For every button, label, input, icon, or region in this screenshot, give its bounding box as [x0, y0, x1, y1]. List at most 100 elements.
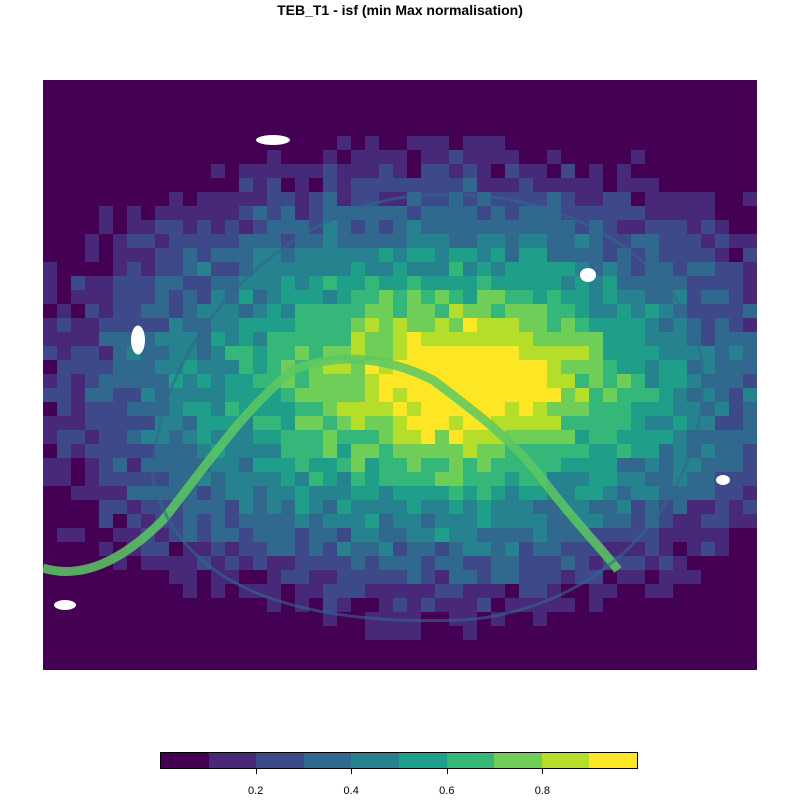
map-cell	[463, 430, 479, 448]
map-cell	[43, 444, 59, 459]
map-cell	[701, 570, 718, 586]
map-cell	[183, 80, 201, 98]
map-cell	[561, 640, 576, 657]
map-cell	[225, 626, 241, 644]
map-cell	[519, 276, 537, 292]
map-cell	[57, 360, 71, 375]
map-cell	[729, 472, 743, 488]
map-cell	[547, 472, 565, 486]
map-cell	[71, 374, 89, 388]
map-cell	[295, 528, 309, 543]
map-cell	[463, 360, 481, 375]
map-cell	[729, 598, 744, 613]
map-cell	[393, 640, 408, 657]
map-cell	[561, 444, 579, 459]
map-cell	[561, 332, 576, 349]
map-cell	[575, 654, 593, 670]
map-cell	[617, 626, 634, 640]
map-cell	[687, 360, 701, 375]
map-cell	[701, 654, 718, 668]
map-cell	[197, 416, 215, 432]
map-cell	[309, 458, 326, 472]
map-cell	[197, 248, 211, 265]
map-cell	[603, 668, 617, 670]
map-cell	[435, 346, 450, 362]
map-cell	[393, 164, 409, 182]
map-cell	[267, 318, 282, 333]
map-cell	[421, 528, 435, 545]
map-cell	[743, 556, 757, 572]
map-cell	[519, 206, 534, 224]
map-cell	[533, 318, 550, 336]
map-cell	[589, 206, 606, 220]
map-cell	[225, 136, 243, 152]
map-cell	[267, 458, 281, 476]
map-cell	[673, 192, 689, 207]
map-cell	[127, 598, 145, 614]
map-cell	[295, 500, 309, 517]
map-cell	[379, 248, 397, 266]
legend-tick-label: 0.8	[534, 785, 551, 797]
map-cell	[379, 178, 396, 193]
map-cell	[57, 220, 71, 235]
map-cell	[519, 234, 533, 252]
map-cell	[393, 318, 409, 335]
map-cell	[421, 556, 439, 573]
map-cell	[379, 206, 395, 221]
map-cell	[617, 192, 633, 207]
map-cell	[113, 570, 129, 587]
map-cell	[687, 192, 702, 210]
map-cell	[323, 150, 339, 168]
map-cell	[295, 178, 309, 195]
map-cell	[365, 94, 382, 108]
map-cell	[337, 668, 353, 670]
map-cell	[519, 290, 533, 304]
map-cell	[519, 570, 534, 586]
map-cell	[99, 402, 114, 418]
map-cell	[99, 108, 116, 123]
map-cell	[253, 570, 269, 585]
map-cell	[561, 626, 575, 642]
map-cell	[253, 654, 269, 670]
map-cell	[183, 360, 197, 376]
map-cell	[407, 654, 421, 668]
map-cell	[267, 206, 282, 224]
map-cell	[729, 234, 747, 249]
map-cell	[127, 416, 141, 434]
map-cell	[113, 290, 129, 308]
map-cell	[533, 668, 552, 670]
map-cell	[561, 360, 579, 378]
map-cell	[197, 150, 212, 167]
map-cell	[365, 584, 381, 600]
map-cell	[379, 486, 394, 503]
map-cell	[547, 262, 561, 276]
map-cell	[295, 192, 313, 207]
map-cell	[155, 290, 172, 305]
map-cell	[57, 528, 72, 542]
map-cell	[519, 402, 537, 417]
map-cell	[169, 416, 187, 433]
map-cell	[57, 444, 73, 460]
map-cell	[323, 108, 339, 126]
map-cell	[211, 164, 229, 181]
map-cell	[673, 136, 689, 153]
map-cell	[449, 164, 464, 178]
map-cell	[491, 108, 506, 122]
map-cell	[393, 514, 407, 528]
nodata-patch	[131, 325, 145, 355]
map-cell	[365, 248, 379, 263]
map-cell	[211, 80, 225, 96]
map-cell	[267, 556, 282, 572]
map-cell	[715, 234, 731, 252]
map-cell	[435, 136, 451, 154]
map-cell	[463, 332, 481, 346]
map-cell	[57, 178, 71, 193]
map-cell	[43, 80, 60, 95]
map-cell	[729, 500, 744, 518]
map-cell	[645, 584, 663, 599]
map-cell	[687, 486, 702, 501]
map-cell	[323, 430, 341, 445]
map-cell	[379, 290, 393, 308]
map-cell	[491, 500, 509, 517]
map-cell	[407, 276, 421, 293]
